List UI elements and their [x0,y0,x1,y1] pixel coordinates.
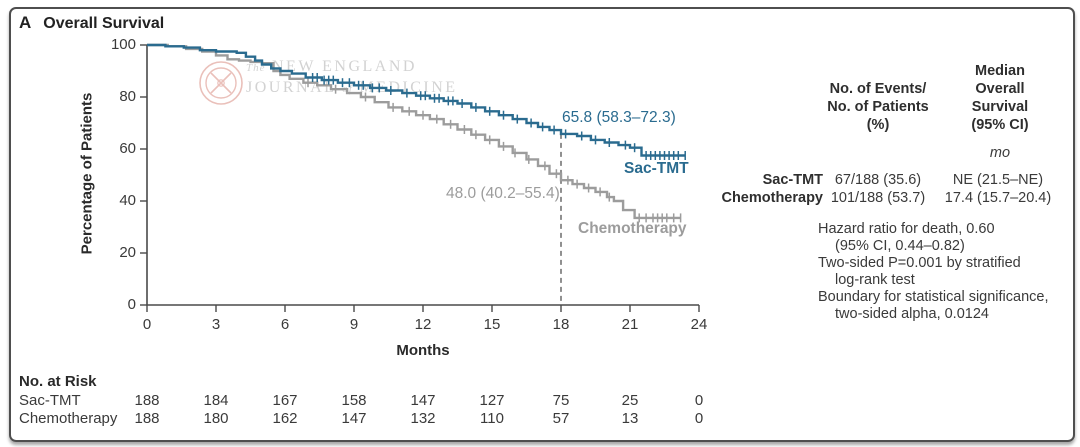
y-tick-label: 80 [119,88,136,105]
x-tick-label: 3 [211,316,221,333]
risk-row-label-chemotherapy: Chemotherapy [19,410,118,427]
header-line: Survival [971,99,1029,115]
risk-value: 132 [410,410,436,427]
risk-value: 184 [203,392,229,409]
median-column-header: Median Overall Survival (95% CI) [930,62,1070,134]
panel-title: A Overall Survival [19,13,164,33]
watermark-medicine: MEDICINE [359,79,458,96]
y-axis-title: Percentage of Patients [78,92,96,255]
sac-tmt-median-annotation: 65.8 (58.3–72.3) [562,109,676,126]
y-tick-label: 60 [119,140,136,157]
stats-row-label-sac-tmt: Sac-TMT [762,172,823,188]
risk-value: 167 [272,392,298,409]
panel-letter: A [19,13,32,32]
watermark-of: of [342,83,353,95]
risk-value: 0 [694,392,704,409]
header-line: Overall [975,81,1025,97]
stats-chemotherapy-median: 17.4 (15.7–20.4) [944,190,1052,206]
risk-value: 0 [694,410,704,427]
risk-value: 13 [621,410,639,427]
x-tick-label: 9 [349,316,359,333]
header-line: No. of Events/ [829,81,927,97]
risk-value: 110 [480,410,504,427]
chemotherapy-median-annotation: 48.0 (40.2–55.4) [446,185,560,202]
risk-value: 158 [341,392,367,409]
risk-value: 75 [552,392,570,409]
page-title: Overall Survival [43,15,165,32]
y-tick-label: 100 [110,36,136,53]
nejm-watermark-text: The NEW ENGLAND JOURNAL of MEDICINE [246,57,576,99]
header-line: (95% CI) [971,117,1029,133]
x-tick-label: 21 [621,316,639,333]
watermark-line1: NEW ENGLAND [272,58,417,75]
risk-value: 188 [134,392,160,409]
x-tick-label: 24 [690,316,708,333]
note-line: Boundary for statistical significance, [818,289,1049,305]
watermark-prefix: The [246,62,266,74]
header-line: Median [975,63,1025,79]
x-tick-label: 18 [552,316,570,333]
risk-value: 57 [552,410,570,427]
risk-value: 127 [479,392,505,409]
nejm-seal-icon [199,61,243,105]
risk-value: 25 [621,392,639,409]
x-tick-label: 15 [483,316,501,333]
x-axis-title: Months [396,342,450,359]
unit-label: mo [989,145,1011,161]
note-line: Hazard ratio for death, 0.60 [818,221,995,237]
watermark-journal: JOURNAL [246,79,336,96]
chemotherapy-curve-label: Chemotherapy [578,220,687,237]
risk-value: 147 [410,392,436,409]
stats-sac-tmt-events: 67/188 (35.6) [834,172,922,188]
note-line: (95% CI, 0.44–0.82) [835,238,965,254]
sac-tmt-curve-label: Sac-TMT [624,160,689,177]
stats-sac-tmt-median: NE (21.5–NE) [952,172,1044,188]
risk-table-title: No. at Risk [19,373,97,390]
stats-chemotherapy-events: 101/188 (53.7) [830,190,926,206]
y-tick-label: 40 [119,192,136,209]
x-tick-label: 0 [142,316,152,333]
risk-value: 188 [134,410,160,427]
y-tick-label: 0 [127,296,136,313]
stats-row-label-chemotherapy: Chemotherapy [721,190,823,206]
header-line: No. of Patients [827,99,929,115]
risk-row-label-sac-tmt: Sac-TMT [19,392,81,409]
risk-value: 180 [203,410,229,427]
x-tick-label: 6 [280,316,290,333]
note-line: log-rank test [835,272,915,288]
note-line: two-sided alpha, 0.0124 [835,306,989,322]
risk-value: 162 [272,410,298,427]
note-line: Two-sided P=0.001 by stratified [818,255,1021,271]
hazard-ratio-notes: Hazard ratio for death, 0.60 (95% CI, 0.4… [818,221,1049,323]
figure-border [9,7,1075,442]
risk-value: 147 [341,410,367,427]
header-line: (%) [866,117,890,133]
events-column-header: No. of Events/No. of Patients (%) [808,80,948,134]
x-tick-label: 12 [414,316,432,333]
y-tick-label: 20 [119,244,136,261]
